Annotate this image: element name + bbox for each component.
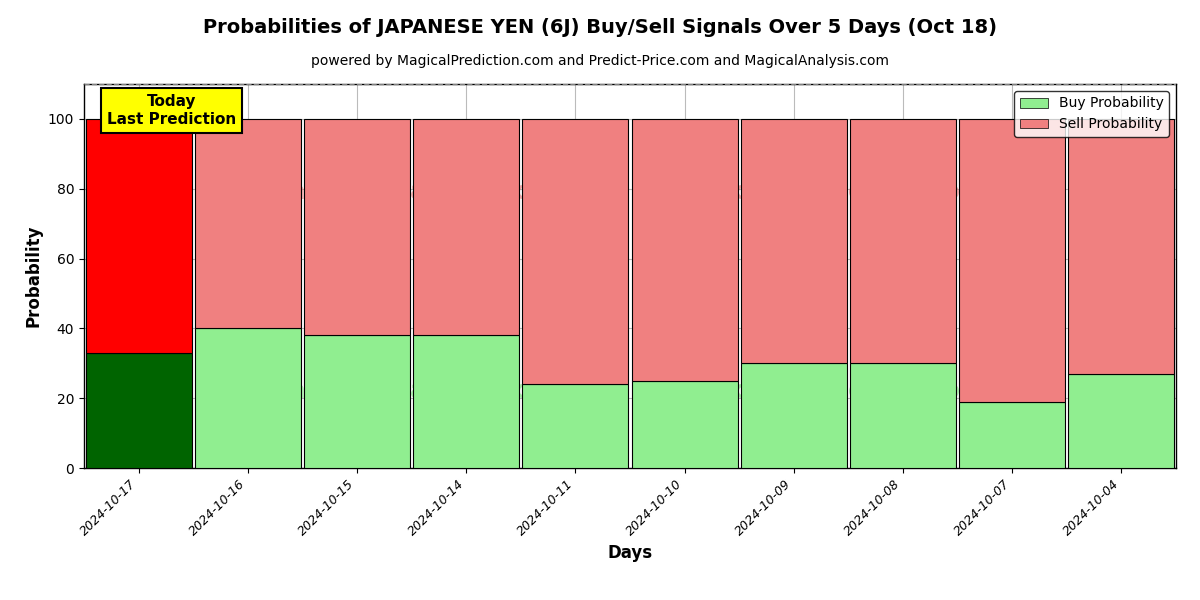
Bar (959, 401, 1066, 468)
Bar (413, 335, 520, 468)
Bar (631, 119, 738, 381)
Bar (85, 119, 192, 353)
Bar (959, 119, 1066, 401)
Text: MagicalAnalysis.com: MagicalAnalysis.com (265, 179, 558, 203)
Bar (740, 119, 847, 363)
Bar (194, 119, 301, 328)
Bar (631, 381, 738, 468)
Bar (522, 119, 629, 384)
Bar (413, 119, 520, 335)
Bar (740, 363, 847, 468)
Bar (1068, 374, 1175, 468)
Text: MagicalPrediction.com: MagicalPrediction.com (666, 179, 988, 203)
Bar (850, 363, 956, 468)
Text: MagicalAnalysis.com: MagicalAnalysis.com (265, 379, 558, 403)
Legend: Buy Probability, Sell Probability: Buy Probability, Sell Probability (1014, 91, 1169, 137)
Text: powered by MagicalPrediction.com and Predict-Price.com and MagicalAnalysis.com: powered by MagicalPrediction.com and Pre… (311, 54, 889, 68)
Text: Today
Last Prediction: Today Last Prediction (107, 94, 236, 127)
Bar (85, 353, 192, 468)
Bar (522, 384, 629, 468)
Bar (850, 119, 956, 363)
Y-axis label: Probability: Probability (24, 225, 42, 327)
Bar (304, 119, 410, 335)
Text: Probabilities of JAPANESE YEN (6J) Buy/Sell Signals Over 5 Days (Oct 18): Probabilities of JAPANESE YEN (6J) Buy/S… (203, 18, 997, 37)
Text: MagicalPrediction.com: MagicalPrediction.com (666, 379, 988, 403)
X-axis label: Days: Days (607, 544, 653, 562)
Bar (194, 328, 301, 468)
Bar (1068, 119, 1175, 374)
Bar (304, 335, 410, 468)
